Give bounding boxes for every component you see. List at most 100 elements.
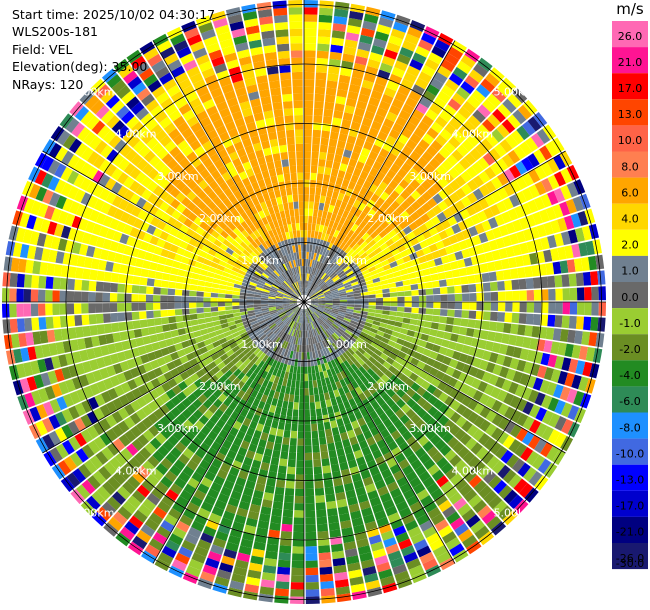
velocity-gate [281,355,287,364]
velocity-gate [323,392,331,401]
velocity-gate [440,59,456,72]
velocity-gate [376,330,385,337]
velocity-gate [405,408,416,419]
velocity-gate [97,125,111,140]
velocity-gate [153,420,166,432]
velocity-gate [489,67,505,82]
velocity-gate [339,216,346,225]
velocity-gate [328,282,336,288]
velocity-gate [289,445,297,453]
velocity-gate [392,563,408,576]
velocity-gate [328,269,335,277]
velocity-gate [258,416,267,426]
velocity-gate [345,310,354,315]
velocity-gate [430,215,441,226]
velocity-gate [319,356,324,365]
velocity-gate [176,349,186,358]
velocity-gate [118,434,131,447]
velocity-gate [331,190,339,200]
velocity-gate [347,459,358,469]
velocity-gate [188,237,198,247]
velocity-gate [16,303,24,318]
velocity-gate [326,369,333,378]
velocity-gate [260,23,274,33]
velocity-gate [400,189,411,200]
velocity-gate [203,338,213,346]
velocity-gate [203,258,212,266]
velocity-gate [477,465,492,479]
velocity-gate [455,403,467,416]
velocity-gate [204,174,215,185]
velocity-gate [309,402,316,410]
velocity-gate [265,199,273,209]
velocity-gate [449,192,461,204]
velocity-gate [341,276,349,283]
velocity-gate [98,259,107,271]
velocity-gate [260,274,268,281]
velocity-gate [358,154,368,164]
velocity-gate [205,276,214,283]
velocity-gate [207,234,217,244]
velocity-gate [317,293,325,297]
velocity-gate [65,117,80,133]
velocity-gate [282,363,288,372]
velocity-gate [393,253,403,261]
velocity-gate [90,258,100,270]
velocity-gate [330,44,343,54]
velocity-gate [391,265,400,273]
velocity-gate [376,107,388,118]
velocity-gate [298,330,301,338]
velocity-gate [265,280,273,286]
velocity-gate [136,421,148,434]
velocity-gate [158,189,170,201]
velocity-gate [313,108,324,116]
velocity-gate [190,319,199,326]
velocity-gate [48,192,61,207]
velocity-gate [342,385,350,394]
velocity-gate [383,434,395,445]
velocity-gate [320,217,326,226]
velocity-gate [172,526,187,540]
velocity-gate [416,196,427,207]
velocity-gate [378,17,394,28]
velocity-gate [226,361,235,370]
velocity-gate [274,353,281,362]
velocity-gate [363,389,372,399]
velocity-gate [299,258,302,267]
velocity-gate [135,107,150,121]
velocity-gate [482,282,491,292]
velocity-gate [46,329,56,343]
velocity-gate [472,460,486,474]
velocity-gate [534,392,546,406]
velocity-gate [309,244,313,253]
velocity-gate [82,206,94,220]
velocity-gate [235,180,245,190]
velocity-gate [160,287,169,295]
velocity-gate [353,479,364,490]
velocity-gate [326,328,333,336]
velocity-gate [179,371,190,381]
velocity-gate [315,343,320,351]
velocity-gate [339,299,348,302]
velocity-gate [269,350,276,359]
velocity-gate [247,290,255,295]
velocity-gate [251,336,260,343]
velocity-gate [276,428,284,437]
velocity-gate [329,456,339,466]
velocity-gate [320,315,327,322]
velocity-gate [12,242,23,258]
velocity-gate [597,270,606,285]
velocity-gate [421,412,433,424]
velocity-gate [490,386,502,399]
velocity-gate [422,133,435,145]
velocity-gate [485,423,497,437]
velocity-gate [390,383,401,393]
velocity-gate [346,294,355,298]
velocity-gate [280,451,289,460]
velocity-gate [231,28,246,39]
velocity-gate [398,507,412,519]
velocity-gate [555,302,563,314]
velocity-gate [189,313,198,320]
velocity-gate [293,524,304,533]
velocity-gate [472,428,485,442]
